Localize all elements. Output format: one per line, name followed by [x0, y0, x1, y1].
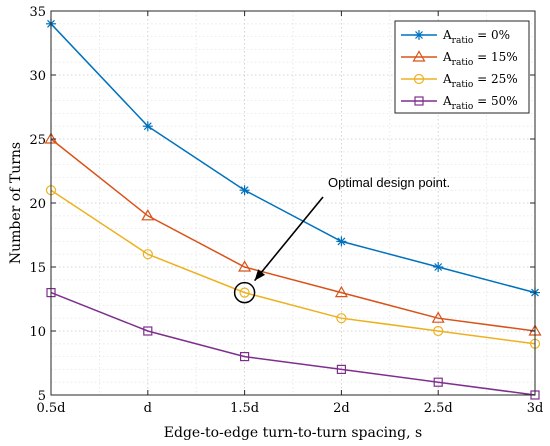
- annotation-text: Optimal design point.: [328, 175, 450, 190]
- axis-ticks: 0.5d d 1.5d 2d 2.5d 3d 5 10 15 20 25 30 35: [29, 5, 543, 416]
- data-point: [142, 121, 153, 132]
- legend-label: Aratio = 50%: [442, 94, 518, 112]
- marker-stroke: [434, 263, 443, 271]
- legend-entry: Aratio = 25%: [401, 72, 518, 90]
- annotation-arrow: [253, 196, 324, 282]
- marker-stroke: [415, 31, 423, 39]
- optimal-point-highlight: [233, 281, 256, 304]
- y-tick-label: 35: [29, 5, 46, 20]
- data-point: [239, 185, 250, 196]
- data-point: [336, 236, 347, 247]
- y-tick-label: 15: [29, 261, 46, 276]
- data-point: [433, 377, 443, 387]
- legend: Aratio = 0% Aratio = 15% Aratio = 25% Arati…: [394, 20, 530, 114]
- legend-marker: [414, 30, 424, 40]
- y-tick-label: 10: [29, 325, 46, 340]
- legend-marker: [414, 96, 424, 106]
- x-tick-label: 2d: [333, 401, 350, 416]
- y-axis-label: Number of Turns: [8, 142, 24, 264]
- series-line: [50, 138, 536, 332]
- data-point: [334, 285, 348, 298]
- marker-stroke: [337, 237, 346, 246]
- legend-entry: Aratio = 15%: [401, 50, 518, 68]
- data-point: [431, 311, 445, 323]
- x-tick-label: d: [144, 401, 152, 416]
- data-point: [433, 325, 444, 337]
- marker-stroke: [143, 122, 152, 131]
- x-tick-label: 2.5d: [424, 401, 453, 416]
- legend-label: Aratio = 0%: [442, 28, 510, 46]
- annotation-arrowhead: [254, 269, 266, 281]
- marker-stroke: [240, 186, 249, 195]
- data-point: [240, 352, 250, 362]
- y-tick-label: 30: [29, 69, 46, 84]
- series-line: [50, 23, 536, 294]
- y-tick-label: 20: [29, 197, 46, 212]
- legend-label: Aratio = 15%: [442, 50, 518, 68]
- legend-label: Aratio = 25%: [442, 72, 518, 90]
- legend-entry: Aratio = 0%: [401, 28, 510, 46]
- data-point: [238, 260, 252, 272]
- series-1: [46, 18, 540, 298]
- data-point: [336, 313, 347, 324]
- data-point: [239, 287, 250, 298]
- data-point: [142, 249, 153, 260]
- y-tick-label: 5: [38, 389, 46, 404]
- x-tick-label: 0.5d: [37, 401, 66, 416]
- series-line: [50, 291, 536, 396]
- legend-marker: [413, 73, 425, 85]
- series-line: [50, 189, 536, 345]
- x-tick-label: 1.5d: [230, 401, 259, 416]
- data-point: [433, 262, 444, 272]
- x-axis-label: Edge-to-edge turn-to-turn spacing, s: [164, 425, 422, 441]
- data-point: [143, 326, 153, 336]
- series-2: [44, 132, 542, 336]
- legend-entry: Aratio = 50%: [401, 94, 518, 112]
- data-point: [336, 364, 346, 374]
- series-layer: [44, 18, 542, 400]
- x-tick-label: 3d: [527, 401, 544, 416]
- y-tick-label: 25: [29, 133, 46, 148]
- data-point: [141, 209, 155, 221]
- annotation: Optimal design point.: [233, 175, 450, 304]
- legend-marker: [412, 50, 426, 62]
